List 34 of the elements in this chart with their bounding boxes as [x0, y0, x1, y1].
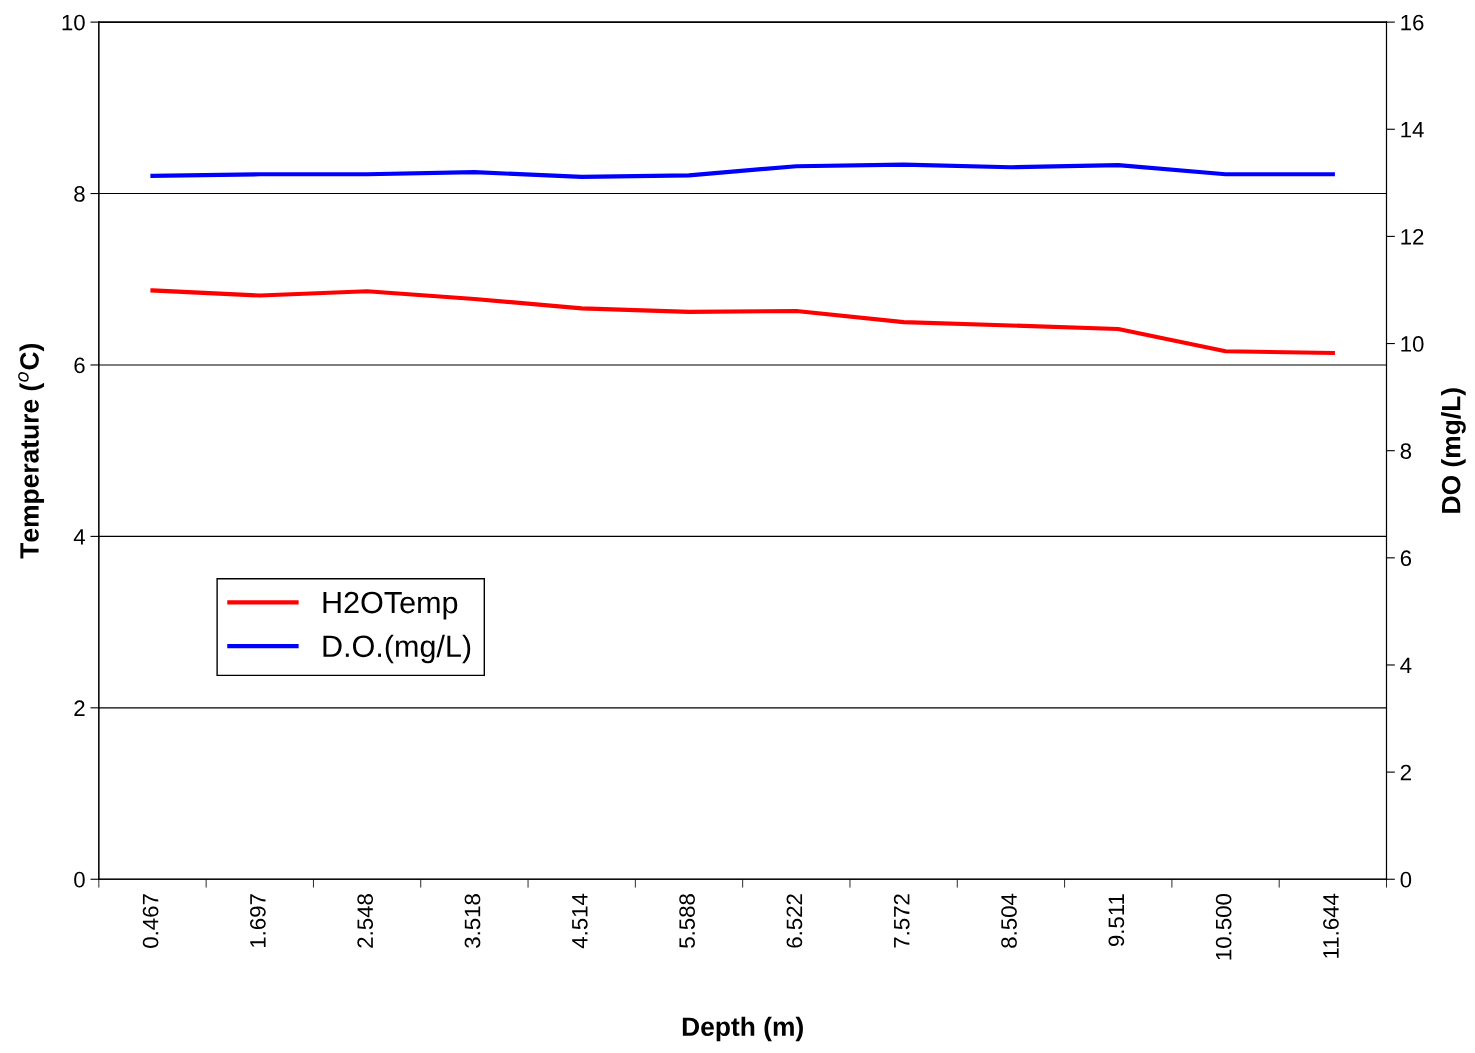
y-axis-title: Temperature ($^{o}$C) [18, 343, 45, 559]
x-tick-label: 3.518 [464, 894, 481, 948]
x-tick-label: 4.514 [572, 893, 588, 949]
y2-tick-label: 12 [1401, 228, 1424, 245]
x-axis-title: Depth (m) [682, 1016, 803, 1042]
x-tick-label: 8.504 [1001, 893, 1017, 948]
x-tick-label: 10.500 [1215, 894, 1232, 960]
legend-label: D.O.(mg/L) [323, 634, 471, 664]
x-tick-label: 1.697 [250, 894, 266, 948]
y-tick-label: 4 [73, 529, 85, 545]
line-series [150, 288, 1335, 356]
y-tick-label: 6 [74, 357, 85, 374]
y2-tick-label: 4 [1400, 657, 1412, 674]
y2-tick-label: 2 [1400, 764, 1411, 781]
y2-tick-label: 16 [1401, 14, 1424, 31]
x-tick-label: 9.511 [1108, 894, 1125, 947]
y2-tick-label: 6 [1400, 550, 1412, 567]
x-tick-label: 7.572 [893, 894, 910, 948]
y2-axis-title: DO (mg/L) [1441, 388, 1466, 513]
y2-tick-label: 8 [1400, 443, 1412, 459]
x-tick-label: 0.467 [142, 894, 159, 948]
line-series [150, 162, 1335, 180]
y-tick-label: 0 [74, 871, 85, 888]
legend-label: H2OTemp [323, 591, 458, 620]
x-tick-label: 5.588 [679, 894, 695, 948]
y-tick-label: 2 [74, 700, 85, 716]
x-tick-label: 11.644 [1323, 893, 1339, 958]
y-tick-label: 8 [74, 186, 85, 202]
x-tick-label: 6.522 [786, 894, 803, 948]
y2-tick-label: 10 [1401, 336, 1424, 352]
y-tick-label: 10 [62, 14, 85, 31]
y2-tick-label: 0 [1400, 871, 1412, 888]
x-tick-label: 2.548 [357, 894, 374, 948]
y2-tick-label: 14 [1401, 122, 1424, 138]
